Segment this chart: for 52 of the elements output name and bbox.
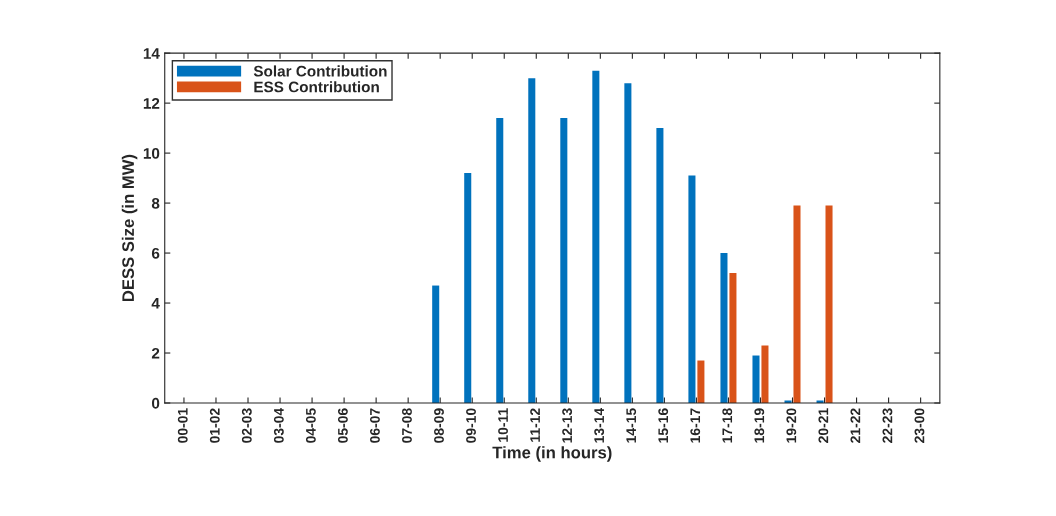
bar [720, 253, 728, 403]
bar [752, 355, 760, 403]
y-tick-label: 0 [151, 397, 160, 409]
bar [761, 345, 769, 403]
x-tick-label: 10-11 [498, 408, 508, 442]
x-tick-label: 03-04 [273, 407, 284, 443]
y-tick-label: 8 [151, 197, 160, 209]
x-tick-label: 22-23 [882, 408, 893, 443]
x-tick-label: 21-22 [850, 408, 861, 443]
x-tick-label: 11-12 [530, 408, 540, 442]
y-tick-label: 6 [151, 247, 160, 259]
x-tick-label: 01-02 [209, 408, 220, 443]
x-tick-label: 20-21 [818, 408, 829, 443]
bar [825, 205, 833, 403]
bar [432, 285, 440, 403]
bar [496, 118, 504, 403]
x-tick-label: 09-10 [466, 408, 476, 443]
bar [528, 78, 536, 403]
bar [656, 128, 664, 403]
legend-label: ESS Contribution [254, 81, 379, 93]
x-tick-label: 18-19 [754, 408, 765, 443]
x-tick-label: 02-03 [241, 408, 252, 443]
bar [688, 175, 696, 403]
x-tick-label: 12-13 [562, 408, 573, 443]
x-tick-label: 07-08 [402, 408, 412, 443]
y-axis-title: DESS Size (in MW) [121, 154, 138, 302]
x-tick-label: 05-06 [337, 408, 348, 443]
y-tick-label: 10 [143, 147, 160, 159]
x-tick-label: 14-15 [626, 408, 637, 443]
x-axis-title: Time (in hours) [492, 446, 612, 462]
x-tick-label: 08-09 [434, 408, 444, 443]
y-tick-label: 2 [151, 347, 160, 359]
x-tick-label: 06-07 [370, 408, 380, 443]
legend-label: Solar Contribution [253, 65, 387, 77]
y-tick-label: 14 [143, 48, 160, 59]
bar [793, 205, 801, 403]
bar [464, 173, 472, 403]
x-tick-label: 15-16 [658, 408, 669, 443]
x-tick-label: 19-20 [786, 408, 797, 443]
bar [560, 118, 568, 403]
x-tick-label: 16-17 [690, 408, 701, 443]
x-tick-label: 13-14 [594, 407, 605, 443]
x-tick-label: 04-05 [305, 408, 316, 443]
y-tick-label: 4 [151, 298, 160, 309]
y-tick-label: 12 [143, 97, 160, 109]
bar [729, 273, 737, 403]
x-tick-label: 17-18 [722, 408, 733, 443]
bar [697, 360, 705, 403]
bar [592, 70, 600, 403]
x-tick-label: 00-01 [177, 408, 188, 443]
bar [624, 83, 632, 403]
x-tick-label: 23-00 [914, 408, 925, 443]
